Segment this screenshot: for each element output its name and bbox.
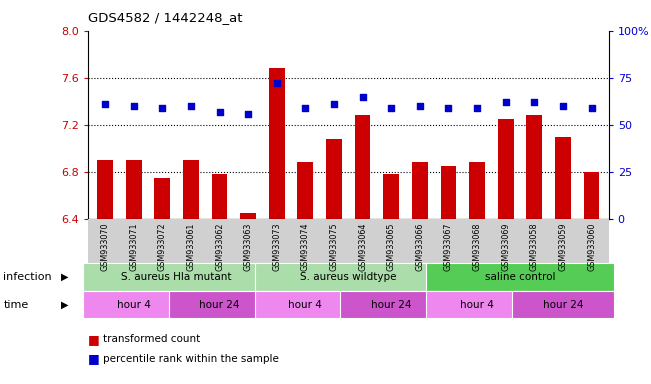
Text: GSM933065: GSM933065 <box>387 222 396 271</box>
Text: GSM933062: GSM933062 <box>215 222 224 271</box>
Text: hour 24: hour 24 <box>199 300 240 310</box>
Bar <box>97 160 113 219</box>
Text: GDS4582 / 1442248_at: GDS4582 / 1442248_at <box>88 12 242 25</box>
Text: saline control: saline control <box>485 272 555 282</box>
Text: ▶: ▶ <box>61 272 68 282</box>
Bar <box>355 115 370 219</box>
Point <box>443 105 454 111</box>
Text: GSM933061: GSM933061 <box>186 222 195 271</box>
Bar <box>212 174 227 219</box>
Text: time: time <box>3 300 29 310</box>
Text: hour 24: hour 24 <box>371 300 411 310</box>
Text: hour 4: hour 4 <box>117 300 150 310</box>
Point <box>186 103 196 109</box>
Point <box>128 103 139 109</box>
Text: GSM933075: GSM933075 <box>329 222 339 271</box>
Point <box>214 109 225 115</box>
Bar <box>154 178 170 219</box>
Text: S. aureus Hla mutant: S. aureus Hla mutant <box>121 272 232 282</box>
Bar <box>441 166 456 219</box>
Bar <box>498 119 514 219</box>
Point <box>529 99 540 105</box>
Point <box>243 111 253 117</box>
Text: transformed count: transformed count <box>103 334 200 344</box>
Bar <box>183 160 199 219</box>
Bar <box>298 162 313 219</box>
Bar <box>469 162 485 219</box>
Text: GSM933073: GSM933073 <box>272 222 281 271</box>
Bar <box>240 213 256 219</box>
Text: GSM933058: GSM933058 <box>530 222 539 271</box>
Bar <box>555 137 571 219</box>
Text: S. aureus wildtype: S. aureus wildtype <box>300 272 396 282</box>
Bar <box>383 174 399 219</box>
Bar <box>527 115 542 219</box>
Text: GSM933068: GSM933068 <box>473 222 482 271</box>
Text: ■: ■ <box>88 333 100 346</box>
Bar <box>584 172 600 219</box>
Bar <box>126 160 141 219</box>
Text: GSM933064: GSM933064 <box>358 222 367 271</box>
Text: hour 24: hour 24 <box>543 300 583 310</box>
Point <box>271 80 282 86</box>
Point <box>472 105 482 111</box>
Bar <box>326 139 342 219</box>
Text: GSM933059: GSM933059 <box>559 222 568 271</box>
Point <box>300 105 311 111</box>
Text: infection: infection <box>3 272 52 282</box>
Text: percentile rank within the sample: percentile rank within the sample <box>103 354 279 364</box>
Text: GSM933072: GSM933072 <box>158 222 167 271</box>
Text: GSM933066: GSM933066 <box>415 222 424 271</box>
Text: GSM933060: GSM933060 <box>587 222 596 271</box>
Text: GSM933071: GSM933071 <box>129 222 138 271</box>
Point <box>587 105 597 111</box>
Text: GSM933070: GSM933070 <box>100 222 109 271</box>
Point <box>501 99 511 105</box>
Point <box>357 94 368 100</box>
Bar <box>269 68 284 219</box>
Text: GSM933074: GSM933074 <box>301 222 310 271</box>
Text: ■: ■ <box>88 352 100 365</box>
Point <box>558 103 568 109</box>
Point <box>157 105 167 111</box>
Text: ▶: ▶ <box>61 300 68 310</box>
Text: hour 4: hour 4 <box>460 300 494 310</box>
Point <box>100 101 110 107</box>
Text: GSM933067: GSM933067 <box>444 222 453 271</box>
Text: GSM933063: GSM933063 <box>243 222 253 271</box>
Text: GSM933069: GSM933069 <box>501 222 510 271</box>
Text: hour 4: hour 4 <box>288 300 322 310</box>
Point <box>386 105 396 111</box>
Bar <box>412 162 428 219</box>
Point <box>329 101 339 107</box>
Point <box>415 103 425 109</box>
